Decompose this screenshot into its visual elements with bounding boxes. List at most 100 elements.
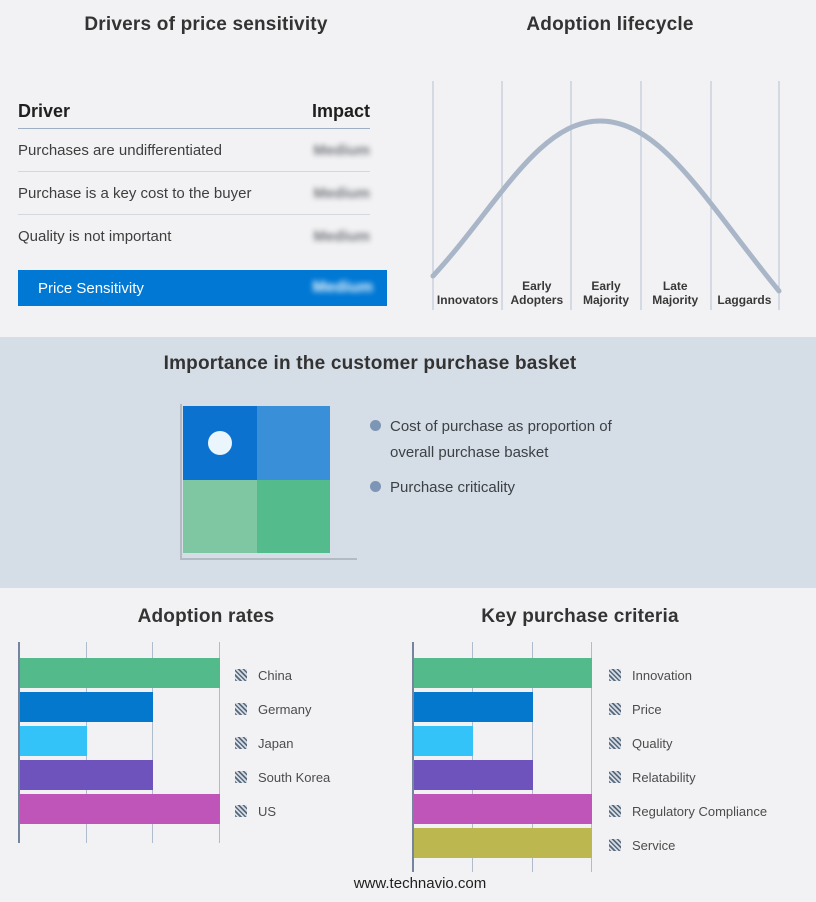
legend-item: Regulatory Compliance — [609, 794, 767, 828]
gridline — [472, 642, 473, 872]
legend-label: Innovation — [632, 667, 692, 683]
impact-value-blurred: Medium — [313, 141, 370, 159]
price-sensitivity-bar: Price Sensitivity Medium — [18, 270, 387, 306]
driver-text: Purchase is a key cost to the buyer — [18, 184, 252, 202]
table-row: Purchase is a key cost to the buyer Medi… — [18, 172, 370, 215]
bar-us — [20, 794, 220, 824]
bars — [20, 658, 220, 828]
basket-title: Importance in the customer purchase bask… — [163, 353, 577, 374]
legend-item: Relatability — [609, 760, 767, 794]
y-axis-line — [412, 642, 414, 872]
bullet-item: Purchase criticality — [370, 475, 635, 501]
gridline — [152, 642, 153, 843]
legend-item: Germany — [235, 692, 330, 726]
legend-item: China — [235, 658, 330, 692]
hatched-swatch-icon — [235, 669, 247, 681]
hatched-swatch-icon — [235, 703, 247, 715]
legend-label: Quality — [632, 735, 673, 751]
stage-label: Early Adopters — [510, 279, 564, 307]
adoption-rates-title: Adoption rates — [137, 606, 275, 627]
legend-label: Germany — [258, 701, 312, 717]
stage-label: Early Majority — [583, 279, 630, 307]
hatched-swatch-icon — [609, 737, 621, 749]
legend-item: Japan — [235, 726, 330, 760]
bar-relatability — [414, 760, 533, 790]
hatched-swatch-icon — [609, 669, 621, 681]
stage-label: Innovators — [436, 293, 499, 307]
legend-item: Price — [609, 692, 767, 726]
gridline — [591, 642, 592, 872]
col-impact: Impact — [311, 101, 370, 121]
hatched-swatch-icon — [609, 703, 621, 715]
legend-label: Service — [632, 837, 676, 853]
legend-label: Japan — [258, 735, 294, 751]
legend-label: China — [258, 667, 292, 683]
col-driver: Driver — [18, 101, 71, 121]
drivers-table-header: Driver Impact — [18, 90, 370, 129]
price-sensitivity-label: Price Sensitivity — [38, 279, 144, 297]
bar-innovation — [414, 658, 592, 688]
bullet-dot-icon — [370, 420, 381, 431]
adoption-legend: China Germany Japan South Korea US — [235, 658, 330, 828]
driver-text: Quality is not important — [18, 227, 172, 245]
legend-label: Price — [632, 701, 662, 717]
quadrant-top-left — [183, 406, 257, 480]
quadrant-bottom-right — [256, 479, 330, 553]
hatched-swatch-icon — [235, 737, 247, 749]
lifecycle-curve — [430, 118, 782, 294]
driver-text: Purchases are undifferentiated — [18, 141, 223, 159]
bar-south-korea — [20, 760, 154, 790]
hatched-swatch-icon — [609, 839, 621, 851]
impact-value-blurred: Medium — [312, 279, 373, 296]
criteria-legend: Innovation Price Quality Relatability Regula… — [609, 658, 767, 862]
legend-label: US — [258, 803, 277, 819]
legend-label: South Korea — [258, 769, 331, 785]
criteria-plot — [412, 642, 592, 872]
bar-japan — [20, 726, 87, 756]
footer-url: www.technavio.com — [353, 875, 487, 892]
legend-item: South Korea — [235, 760, 330, 794]
impact-value-blurred: Medium — [313, 227, 370, 245]
legend-label: Relatability — [632, 769, 696, 785]
adoption-plot — [18, 642, 220, 843]
table-row: Purchases are undifferentiated Medium — [18, 129, 370, 172]
quadrant-chart — [183, 406, 330, 553]
gridline — [532, 642, 533, 872]
bar-price — [414, 692, 533, 722]
hatched-swatch-icon — [609, 805, 621, 817]
bullet-item: Cost of purchase as proportion of overal… — [370, 414, 635, 466]
stage-label: Laggards — [717, 293, 772, 307]
bars — [414, 658, 592, 862]
lifecycle-chart — [430, 81, 782, 310]
impact-value-blurred: Medium — [313, 184, 370, 202]
table-row: Quality is not important Medium — [18, 215, 370, 257]
stage-gridlines — [432, 81, 780, 310]
hatched-swatch-icon — [609, 771, 621, 783]
bullet-text: Purchase criticality — [390, 479, 516, 496]
basket-band: Importance in the customer purchase bask… — [0, 337, 816, 588]
hatched-swatch-icon — [235, 771, 247, 783]
criteria-title: Key purchase criteria — [481, 606, 679, 627]
position-marker-dot — [208, 431, 232, 455]
quadrant-x-axis — [180, 558, 357, 560]
y-axis-line — [18, 642, 20, 843]
bullet-dot-icon — [370, 481, 381, 492]
lifecycle-panel-title: Adoption lifecycle — [526, 14, 694, 35]
bar-regulatory-compliance — [414, 794, 592, 824]
legend-item: Quality — [609, 726, 767, 760]
bar-germany — [20, 692, 154, 722]
stage-label: Late Majority — [652, 279, 699, 307]
quadrant-y-axis — [180, 404, 182, 560]
stage-labels: Innovators Early Adopters Early Majority… — [433, 271, 779, 307]
legend-label: Regulatory Compliance — [632, 803, 768, 819]
legend-item: US — [235, 794, 330, 828]
quadrant-top-right — [256, 406, 330, 480]
legend-item: Service — [609, 828, 767, 862]
bar-service — [414, 828, 592, 858]
quadrant-bottom-left — [183, 479, 257, 553]
bar-quality — [414, 726, 474, 756]
legend-item: Innovation — [609, 658, 767, 692]
drivers-panel-title: Drivers of price sensitivity — [84, 14, 328, 35]
gridline — [219, 642, 220, 843]
